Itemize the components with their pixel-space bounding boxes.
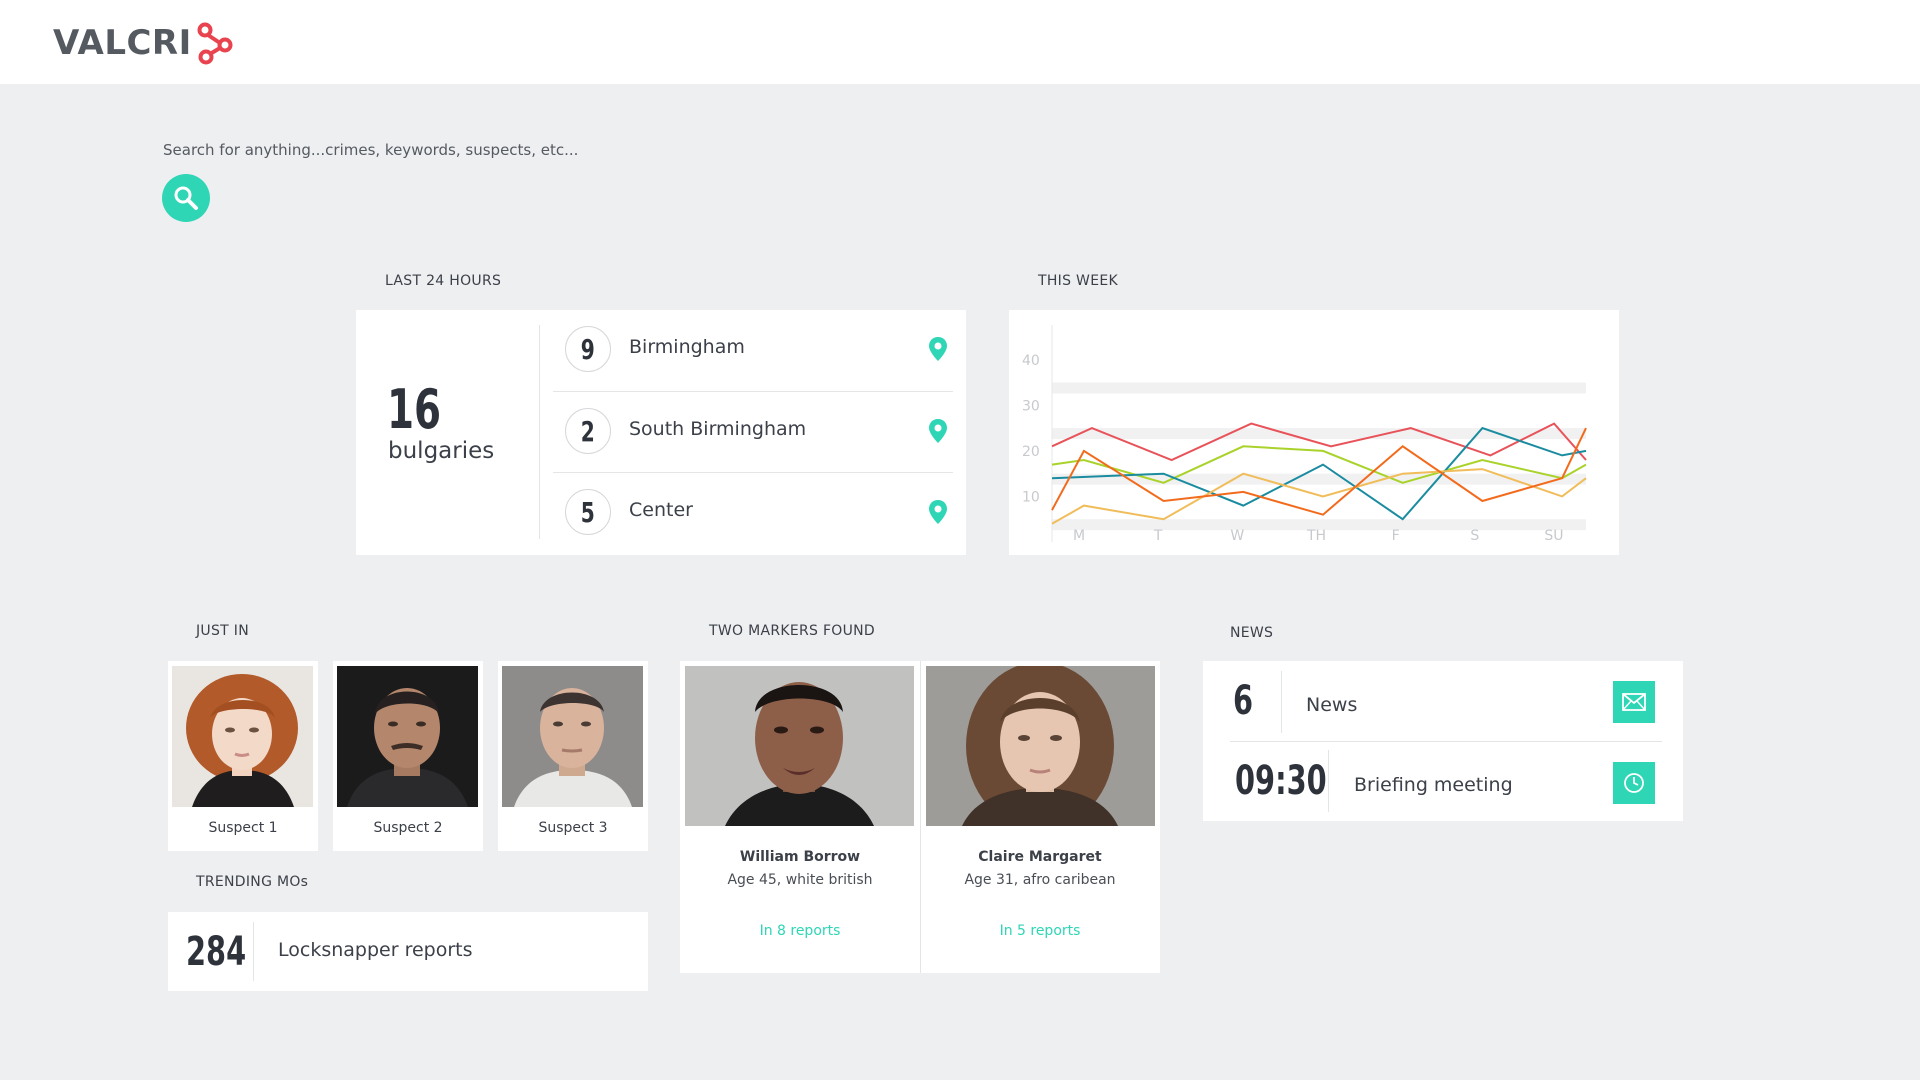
location-name: South Birmingham	[629, 418, 807, 440]
logo-text: VALCRI	[53, 23, 192, 63]
this-week-chart-card: 40 30 20 10 M T W TH F S SU	[1009, 310, 1619, 555]
chart-x-tick-label: TH	[1306, 528, 1326, 544]
just-in-label: JUST IN	[196, 623, 249, 639]
chart-grid-band	[1052, 428, 1586, 440]
suspect-photo[interactable]	[502, 666, 643, 807]
divider	[1328, 750, 1329, 812]
location-row-south-birmingham[interactable]: 2 South Birmingham	[543, 392, 953, 472]
chart-y-tick-label: 20	[1022, 444, 1040, 460]
two-markers-found-label: TWO MARKERS FOUND	[709, 623, 876, 639]
markers-card: William Borrow Age 45, white british In …	[680, 661, 1160, 973]
person-meta: Age 45, white british	[727, 872, 873, 888]
search-input[interactable]	[163, 136, 863, 164]
divider	[1281, 671, 1282, 733]
map-pin-icon[interactable]	[928, 499, 948, 525]
briefing-time: 09:30	[1235, 758, 1327, 804]
chart-grid-band	[1052, 519, 1586, 531]
person-reports-link[interactable]: In 5 reports	[999, 923, 1081, 939]
chart-series-line-4	[1051, 468, 1587, 525]
divider	[920, 661, 921, 973]
this-week-line-chart: 40 30 20 10 M T W TH F S SU	[1022, 325, 1587, 544]
divider	[553, 391, 953, 392]
person-photo[interactable]	[685, 666, 914, 826]
map-pin-icon[interactable]	[928, 418, 948, 444]
location-count-badge: 2	[565, 408, 611, 454]
network-nodes-icon	[197, 22, 233, 65]
divider	[253, 922, 254, 981]
suspect-photo[interactable]	[337, 666, 478, 807]
search-button[interactable]	[162, 174, 210, 222]
last-24-hours-card: 16 bulgaries	[356, 310, 966, 555]
chart-series-line-3	[1051, 426, 1587, 521]
location-count-badge: 9	[565, 326, 611, 372]
news-row[interactable]: 6 News	[1203, 661, 1683, 741]
location-name: Birmingham	[629, 336, 745, 358]
chart-y-tick-label: 10	[1022, 489, 1040, 505]
chart-grid-band	[1052, 382, 1586, 394]
news-count: 6	[1233, 678, 1254, 724]
suspect-label: Suspect 3	[538, 820, 608, 836]
search-icon	[174, 186, 198, 210]
news-card: 6 News 09:30 Briefing meeting	[1203, 661, 1683, 821]
clock-icon	[1624, 773, 1644, 793]
suspect-label: Suspect 1	[208, 820, 278, 836]
location-row-birmingham[interactable]: 9 Birmingham	[543, 310, 953, 390]
location-count-badge: 5	[565, 489, 611, 535]
valcri-logo[interactable]: VALCRI	[53, 18, 237, 68]
location-row-center[interactable]: 5 Center	[543, 473, 953, 553]
suspect-card-2[interactable]: Suspect 2	[333, 661, 483, 851]
clock-button[interactable]	[1613, 762, 1655, 804]
person-name: William Borrow	[739, 849, 861, 865]
suspect-label: Suspect 2	[373, 820, 443, 836]
map-pin-icon[interactable]	[928, 336, 948, 362]
chart-x-tick-label: T	[1153, 528, 1163, 544]
mail-button[interactable]	[1613, 681, 1655, 723]
total-burglaries-caption: bulgaries	[388, 438, 495, 464]
suspect-card-3[interactable]: Suspect 3	[498, 661, 648, 851]
person-name: Claire Margaret	[978, 849, 1102, 865]
total-burglaries-count: 16	[387, 378, 442, 441]
app-header: VALCRI	[0, 0, 1920, 84]
last-24-hours-label: LAST 24 HOURS	[385, 273, 502, 289]
chart-y-tick-label: 30	[1022, 398, 1040, 414]
person-reports-link[interactable]: In 8 reports	[759, 923, 841, 939]
chart-x-tick-label: M	[1073, 528, 1085, 544]
news-text: News	[1306, 694, 1358, 716]
divider	[1230, 741, 1662, 742]
divider	[553, 472, 953, 473]
news-label: NEWS	[1230, 625, 1274, 641]
person-meta: Age 31, afro caribean	[964, 872, 1116, 888]
divider	[539, 325, 540, 539]
chart-y-tick-label: 40	[1022, 353, 1040, 369]
chart-series-line-5	[1051, 427, 1587, 516]
chart-grid-band	[1052, 473, 1586, 485]
chart-series-line-1	[1051, 422, 1587, 462]
suspect-card-1[interactable]: Suspect 1	[168, 661, 318, 851]
news-row[interactable]: 09:30 Briefing meeting	[1203, 742, 1683, 821]
suspect-photo[interactable]	[172, 666, 313, 807]
person-photo[interactable]	[926, 666, 1155, 826]
chart-x-tick-label: SU	[1544, 528, 1563, 544]
trending-mos-label: TRENDING MOs	[196, 874, 309, 890]
chart-x-tick-label: F	[1392, 528, 1400, 544]
trending-count: 284	[186, 929, 247, 975]
trending-text: Locksnapper reports	[278, 939, 473, 961]
chart-x-tick-label: S	[1470, 528, 1479, 544]
trending-card[interactable]: 284 Locksnapper reports	[168, 912, 648, 991]
mail-icon	[1622, 693, 1646, 711]
this-week-label: THIS WEEK	[1038, 273, 1118, 289]
briefing-text: Briefing meeting	[1354, 774, 1513, 796]
location-name: Center	[629, 499, 693, 521]
chart-x-tick-label: W	[1230, 528, 1244, 544]
